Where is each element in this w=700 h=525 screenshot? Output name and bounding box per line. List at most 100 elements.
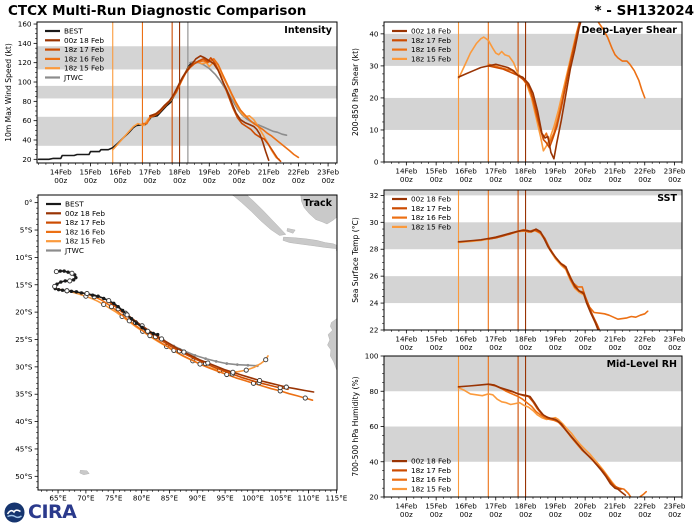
tick-label: 70°E: [77, 494, 95, 503]
tick-label: 00z: [143, 176, 156, 185]
legend-label: JTWC: [64, 246, 84, 255]
tick-label: 21Feb: [258, 168, 280, 177]
track-point: [225, 362, 229, 365]
track-point: [112, 301, 116, 306]
tick-label: 00z: [579, 510, 592, 519]
legend-label: 18z 16 Feb: [411, 45, 451, 54]
tick-label: 40: [369, 29, 379, 38]
tick-label: 30°S: [15, 362, 33, 371]
series-run-00z18-track: [114, 303, 315, 393]
tick-label: 00z: [638, 343, 651, 352]
landmass: [231, 194, 287, 236]
tick-label: 15Feb: [425, 502, 447, 511]
tick-label: 40: [22, 135, 32, 144]
track-point: [235, 363, 239, 367]
category-band: [384, 426, 682, 462]
intensity-ylabel: 10m Max Wind Speed (kt): [4, 43, 13, 142]
tick-label: 00z: [579, 343, 592, 352]
category-band: [37, 46, 337, 70]
tick-label: 00z: [400, 510, 413, 519]
track-daymark: [106, 298, 112, 304]
track-daymark: [84, 290, 90, 297]
track-daymark: [69, 270, 75, 276]
tick-label: 00z: [519, 343, 532, 352]
tick-label: 22Feb: [634, 502, 656, 511]
category-band: [384, 33, 682, 66]
legend-label: 18z 15 Feb: [65, 237, 105, 246]
track-point: [193, 353, 197, 357]
track-point: [214, 359, 218, 363]
legend-label: 18z 16 Feb: [411, 213, 451, 222]
cira-logo: CIRA: [28, 501, 77, 523]
series-run-18z15: [111, 60, 280, 161]
tick-label: 16Feb: [455, 502, 477, 511]
tick-label: 14Feb: [395, 167, 417, 176]
tick-label: 14Feb: [50, 168, 72, 177]
track-point: [69, 289, 74, 294]
legend-label: 18z 16 Feb: [411, 475, 451, 484]
track-point: [62, 269, 66, 273]
landmass: [300, 194, 338, 225]
tick-label: 100: [365, 352, 379, 361]
sst-ylabel: Sea Surface Temp (°C): [351, 217, 360, 303]
tick-label: 00z: [430, 510, 443, 519]
tick-label: 00z: [114, 176, 127, 185]
tick-label: 00z: [668, 175, 681, 184]
tick-label: 00z: [668, 510, 681, 519]
track-daymark: [257, 377, 263, 384]
tick-label: 20Feb: [228, 168, 250, 177]
tick-label: 5°S: [20, 226, 33, 235]
track-point: [60, 288, 65, 292]
tick-label: 00z: [668, 343, 681, 352]
tick-label: 00z: [608, 510, 621, 519]
track-point: [120, 308, 125, 313]
tick-label: 100: [18, 78, 32, 87]
tick-label: 00z: [292, 176, 305, 185]
track-point: [204, 357, 207, 361]
tick-label: 19Feb: [544, 167, 566, 176]
category-band: [37, 116, 337, 146]
tick-label: 14Feb: [395, 502, 417, 511]
track-point: [246, 363, 250, 367]
legend-label: 00z 18 Feb: [411, 27, 451, 36]
series-rh-18z16-tail: [639, 490, 647, 498]
tick-label: 30: [369, 218, 379, 227]
tick-label: 19Feb: [544, 335, 566, 344]
track-daymark: [64, 288, 70, 294]
track-point: [102, 296, 106, 301]
track-daymark: [145, 328, 151, 334]
track-daymark: [159, 336, 165, 342]
tick-label: 60: [369, 422, 379, 431]
track-daymark: [283, 384, 289, 390]
shear-ylabel: 200-850 hPa Shear (kt): [351, 48, 360, 136]
legend-label: 18z 15 Feb: [411, 54, 451, 63]
sst-plot-bg: [384, 190, 682, 330]
tick-label: 30: [369, 61, 379, 70]
tick-label: 35°S: [15, 390, 33, 399]
legend-label: BEST: [64, 27, 83, 36]
track-daymark: [52, 283, 58, 289]
tick-label: 17Feb: [485, 502, 507, 511]
category-band: [384, 222, 682, 250]
shear-title: Deep-Layer Shear: [582, 25, 678, 36]
tick-label: 160: [18, 20, 32, 29]
page-title: CTCX Multi-Run Diagnostic Comparison: [8, 3, 307, 19]
sst-panel: 14Feb00z15Feb00z16Feb00z17Feb00z18Feb00z…: [351, 189, 686, 352]
tick-label: 19Feb: [198, 168, 220, 177]
track-daymark: [230, 369, 236, 375]
track-daymark: [243, 367, 249, 373]
tick-label: 26: [369, 272, 379, 281]
tick-label: 20: [22, 155, 32, 164]
legend-label: 00z 18 Feb: [411, 195, 451, 204]
tick-label: 17Feb: [139, 168, 161, 177]
series-rh-00z18: [457, 383, 627, 496]
tick-label: 23Feb: [664, 335, 686, 344]
track-point: [129, 316, 134, 321]
track-point: [116, 304, 120, 309]
tick-label: 00z: [579, 175, 592, 184]
legend-label: 18z 17 Feb: [411, 204, 451, 213]
tick-label: 00z: [489, 510, 502, 519]
tick-label: 80: [369, 387, 379, 396]
tick-label: 32: [369, 191, 378, 200]
